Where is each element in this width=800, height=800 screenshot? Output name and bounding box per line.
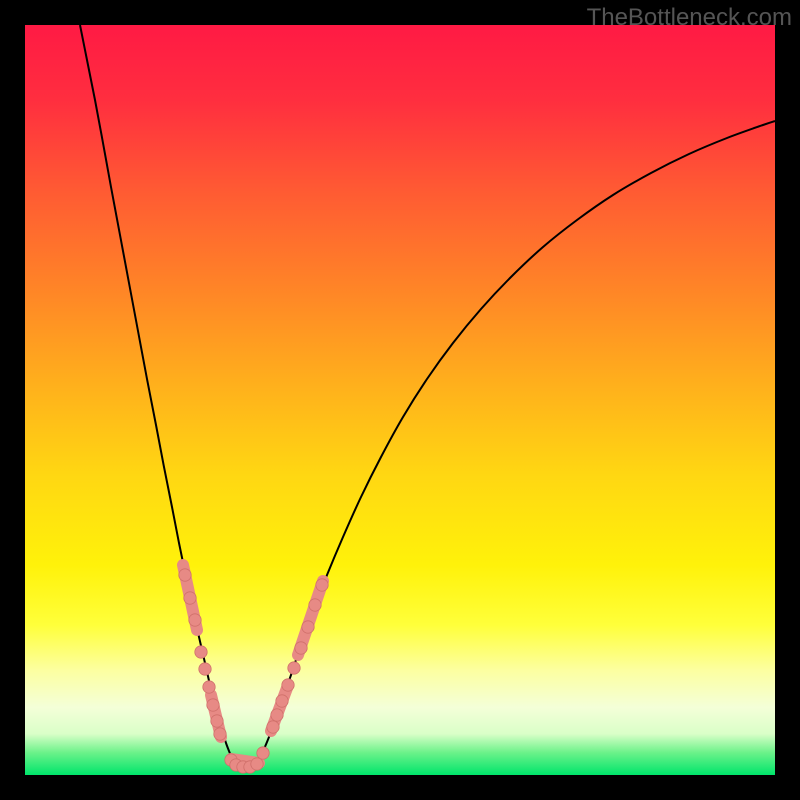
data-marker: [189, 614, 201, 626]
data-marker: [184, 592, 196, 604]
data-marker: [276, 695, 288, 707]
data-marker: [199, 663, 211, 675]
data-marker: [282, 679, 294, 691]
curve-overlay: [0, 0, 800, 800]
data-marker: [316, 579, 328, 591]
data-marker: [211, 715, 223, 727]
data-marker: [267, 721, 279, 733]
right-curve: [257, 121, 775, 763]
data-marker: [251, 758, 263, 770]
data-marker: [257, 747, 269, 759]
left-curve: [80, 25, 235, 763]
data-marker: [302, 621, 314, 633]
chart-container: TheBottleneck.com: [0, 0, 800, 800]
data-marker: [295, 642, 307, 654]
data-marker: [207, 699, 219, 711]
data-marker: [271, 709, 283, 721]
data-marker: [195, 646, 207, 658]
data-marker: [309, 599, 321, 611]
data-marker: [203, 681, 215, 693]
data-marker: [179, 569, 191, 581]
data-marker: [288, 662, 300, 674]
data-marker: [214, 728, 226, 740]
